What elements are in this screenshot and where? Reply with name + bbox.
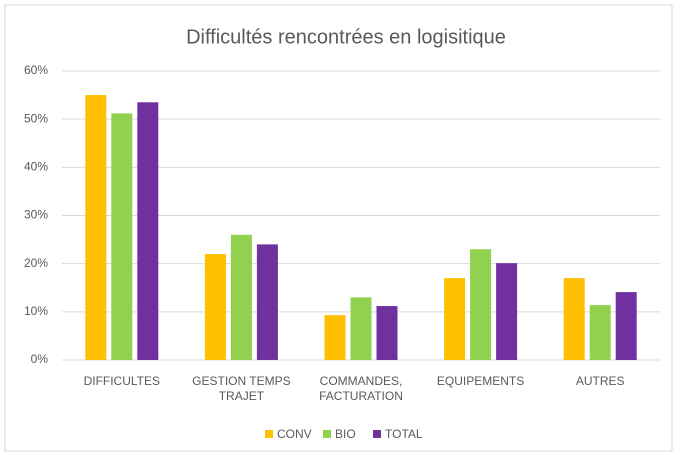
legend-swatch xyxy=(265,430,273,438)
bar xyxy=(85,95,107,360)
y-tick-label: 30% xyxy=(24,208,48,222)
bar xyxy=(496,263,518,360)
y-tick-label: 60% xyxy=(24,63,48,77)
bar xyxy=(350,297,372,360)
bar xyxy=(111,113,133,361)
bar xyxy=(230,234,252,360)
bar xyxy=(563,278,585,360)
y-tick-label: 10% xyxy=(24,304,48,318)
legend-label: TOTAL xyxy=(385,427,423,441)
y-tick-label: 20% xyxy=(24,256,48,270)
x-tick-label: EQUIPEMENTS xyxy=(436,374,525,388)
x-tick-label: AUTRES xyxy=(575,374,625,388)
y-tick-label: 40% xyxy=(24,160,48,174)
x-tick-label: DIFFICULTES xyxy=(83,374,161,388)
legend-swatch xyxy=(373,430,381,438)
bar xyxy=(204,254,226,360)
legend-label: BIO xyxy=(335,427,356,441)
bar xyxy=(444,278,466,360)
bar xyxy=(615,292,637,360)
legend-label: CONV xyxy=(277,427,312,441)
bar xyxy=(470,249,492,360)
bar xyxy=(137,102,159,360)
x-tick-label: COMMANDES, FACTURATION xyxy=(319,374,403,403)
bar xyxy=(256,244,278,360)
y-tick-label: 0% xyxy=(31,352,49,366)
legend-swatch xyxy=(323,430,331,438)
x-tick-label: GESTION TEMPS TRAJET xyxy=(192,374,291,403)
bar xyxy=(376,306,398,360)
y-tick-label: 50% xyxy=(24,111,48,125)
bar xyxy=(589,305,611,360)
chart-title: Difficultés rencontrées en logisitique xyxy=(186,26,506,48)
bar xyxy=(324,315,346,360)
